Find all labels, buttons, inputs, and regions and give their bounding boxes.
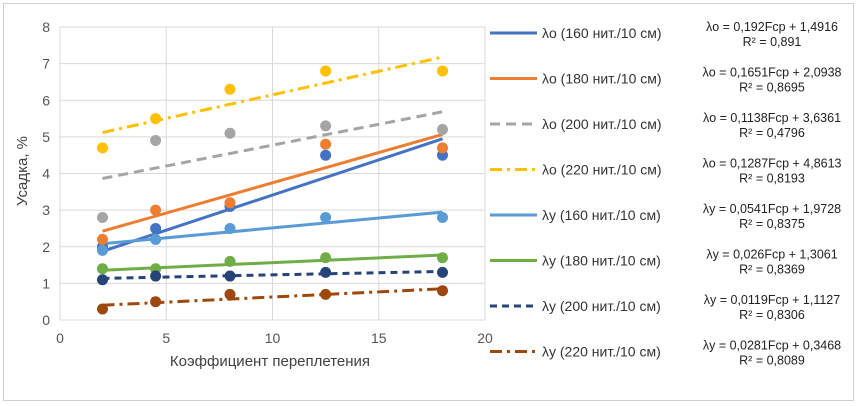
trendline-series-3 <box>102 110 443 180</box>
y-tick-label: 2 <box>42 239 50 255</box>
trend-equation: λу = 0,0541Fср + 1,9728 <box>703 202 841 216</box>
trend-r-squared: R² = 0,8369 <box>739 263 805 277</box>
trend-r-squared: R² = 0,8089 <box>739 354 805 368</box>
trend-equation: λу = 0,0119Fср + 1,1127 <box>704 293 840 307</box>
legend-label: λу (200 нит./10 см) <box>542 298 661 314</box>
y-tick-label: 1 <box>42 275 50 291</box>
data-point-series-4 <box>320 65 332 77</box>
data-point-series-3 <box>97 211 108 223</box>
trend-equation: λо = 0,192Fср + 1,4916 <box>706 20 838 34</box>
data-point-series-1 <box>150 222 162 234</box>
trendline-series-2 <box>102 133 443 233</box>
data-point-series-4 <box>437 65 448 77</box>
trend-equation: λо = 0,1287Fср + 4,8613 <box>703 157 842 171</box>
data-point-series-8 <box>150 296 162 308</box>
trend-r-squared: R² = 0,8193 <box>739 172 805 186</box>
data-point-series-3 <box>437 124 448 136</box>
data-point-series-7 <box>437 266 448 278</box>
chart-frame <box>3 3 854 401</box>
data-point-series-5 <box>437 211 448 223</box>
x-tick-label: 20 <box>477 330 493 346</box>
data-point-series-8 <box>224 288 236 300</box>
legend-label: λу (160 нит./10 см) <box>542 207 661 223</box>
data-point-series-3 <box>320 120 332 132</box>
trend-r-squared: R² = 0,8375 <box>739 217 805 231</box>
data-point-series-7 <box>224 270 236 282</box>
trend-r-squared: R² = 0,8306 <box>739 308 805 322</box>
data-point-series-2 <box>320 138 332 150</box>
y-tick-label: 3 <box>42 202 50 218</box>
trend-r-squared: R² = 0,891 <box>743 35 802 49</box>
data-point-series-4 <box>150 113 162 125</box>
legend-label: λу (180 нит./10 см) <box>542 253 661 269</box>
data-point-series-5 <box>97 244 108 256</box>
x-tick-label: 0 <box>56 330 64 346</box>
trend-equation: λо = 0,1651Fср + 2,0938 <box>703 66 842 80</box>
y-tick-label: 6 <box>42 92 50 108</box>
legend-label: λу (220 нит./10 см) <box>542 344 661 360</box>
data-point-series-8 <box>437 285 448 297</box>
data-point-series-6 <box>224 255 236 267</box>
y-tick-label: 7 <box>42 56 50 72</box>
data-point-series-6 <box>437 252 448 264</box>
data-point-series-8 <box>320 288 332 300</box>
grid <box>59 26 486 321</box>
data-points <box>97 65 448 315</box>
data-point-series-7 <box>320 266 332 278</box>
data-point-series-8 <box>97 303 108 315</box>
x-axis-title: Коэффициент переплетения <box>170 353 370 370</box>
data-point-series-1 <box>320 149 332 161</box>
data-point-series-6 <box>320 252 332 264</box>
x-tick-label: 10 <box>265 330 281 346</box>
trend-equation: λо = 0,1138Fср + 3,6361 <box>703 111 841 125</box>
data-point-series-2 <box>97 233 108 245</box>
y-tick-label: 5 <box>42 129 50 145</box>
data-point-series-3 <box>224 127 236 139</box>
data-point-series-6 <box>97 263 108 275</box>
trend-equation: λу = 0,026Fср + 1,3061 <box>706 248 837 262</box>
y-axis-title: Усадка, % <box>14 136 31 206</box>
trend-equation: λу = 0,0281Fср + 0,3468 <box>703 339 841 353</box>
trend-r-squared: R² = 0,4796 <box>739 126 805 140</box>
x-tick-label: 5 <box>162 330 170 346</box>
legend-label: λо (200 нит./10 см) <box>542 116 662 132</box>
data-point-series-5 <box>150 233 162 245</box>
data-point-series-7 <box>150 270 162 282</box>
data-point-series-7 <box>97 274 108 286</box>
x-tick-label: 15 <box>371 330 387 346</box>
legend-label: λо (160 нит./10 см) <box>542 25 662 41</box>
data-point-series-4 <box>97 142 108 154</box>
trend-r-squared: R² = 0,8695 <box>739 81 805 95</box>
y-tick-label: 4 <box>42 166 50 182</box>
data-point-series-3 <box>150 135 162 147</box>
trendline-series-7 <box>102 269 443 280</box>
data-point-series-2 <box>224 197 236 209</box>
axes: 0 1 2 3 4 5 6 7 8 0 5 10 15 20 <box>42 19 493 346</box>
data-point-series-2 <box>150 204 162 216</box>
y-tick-label: 8 <box>42 19 50 35</box>
y-tick-label: 0 <box>42 312 50 328</box>
legend-label: λо (180 нит./10 см) <box>542 71 662 87</box>
data-point-series-5 <box>320 211 332 223</box>
legend-label: λо (220 нит./10 см) <box>542 162 662 178</box>
data-point-series-4 <box>224 83 236 95</box>
data-point-series-5 <box>224 222 236 234</box>
legend: λо (160 нит./10 см) λо = 0,192Fср + 1,491… <box>490 20 842 368</box>
data-point-series-2 <box>437 142 448 154</box>
